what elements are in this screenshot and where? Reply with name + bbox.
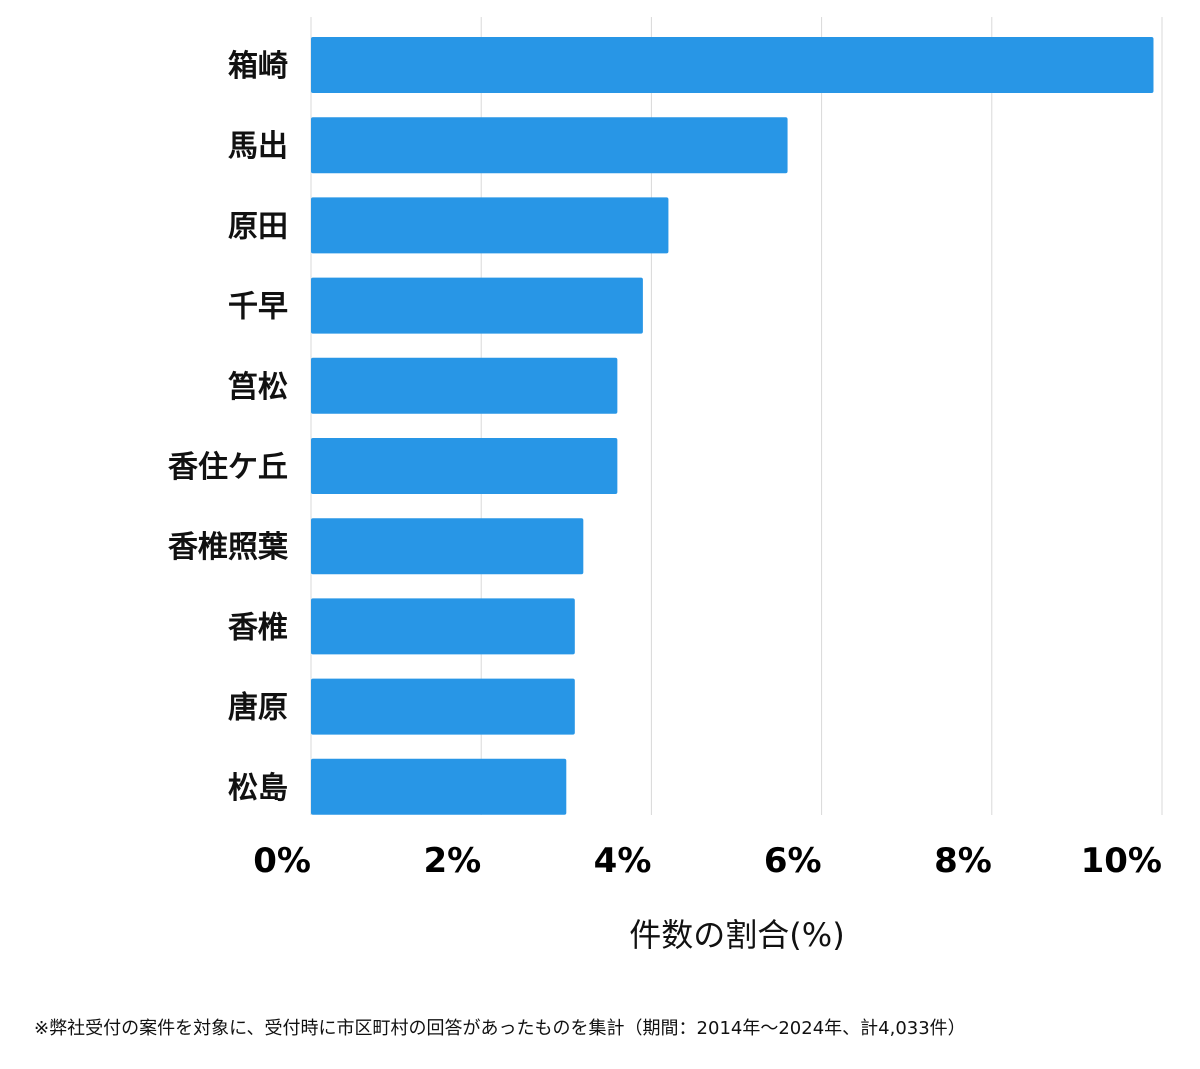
footnote: ※弊社受付の案件を対象に、受付時に市区町村の回答があったものを集計（期間：201… xyxy=(34,1018,966,1039)
x-tick-label-4: 8% xyxy=(934,841,992,881)
x-axis-title: 件数の割合(%) xyxy=(629,916,844,954)
bars xyxy=(311,37,1154,815)
bar-4 xyxy=(311,357,618,414)
bar-5 xyxy=(311,438,618,494)
category-label-5: 香住ケ丘 xyxy=(168,450,288,485)
category-label-1: 馬出 xyxy=(228,129,288,164)
x-tick-label-1: 2% xyxy=(423,841,481,881)
bar-8 xyxy=(311,678,575,735)
category-label-2: 原田 xyxy=(228,209,288,244)
category-label-8: 唐原 xyxy=(228,691,288,726)
x-tick-labels: 0% 2% 4% 6% 8% 10% xyxy=(253,841,1162,881)
bar-9 xyxy=(311,758,567,815)
bar-0 xyxy=(311,37,1154,93)
category-label-9: 松島 xyxy=(228,771,288,806)
category-label-0: 箱崎 xyxy=(228,49,288,84)
bar-3 xyxy=(311,277,643,334)
category-label-7: 香椎 xyxy=(228,610,288,645)
x-tick-label-0: 0% xyxy=(253,841,311,881)
category-label-6: 香椎照葉 xyxy=(168,530,289,565)
bar-1 xyxy=(311,117,788,174)
category-label-4: 筥松 xyxy=(228,370,288,405)
x-tick-label-2: 4% xyxy=(594,841,652,881)
category-label-3: 千早 xyxy=(228,290,288,325)
bar-7 xyxy=(311,598,575,655)
bar-2 xyxy=(311,197,669,254)
x-tick-label-3: 6% xyxy=(764,841,822,881)
bar-6 xyxy=(311,518,584,575)
x-tick-label-5: 10% xyxy=(1081,841,1162,881)
